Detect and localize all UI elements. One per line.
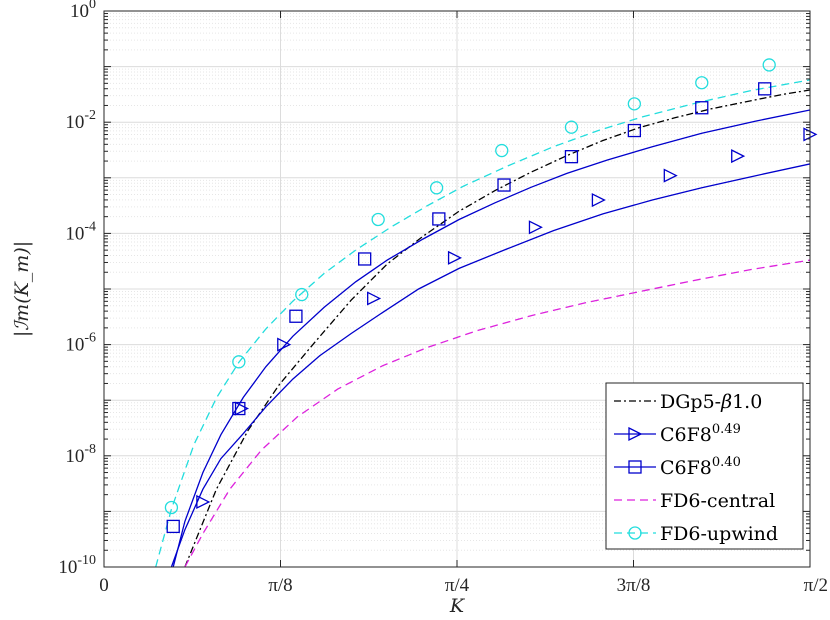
- y-tick-label: 10-8: [65, 442, 96, 467]
- y-axis-label: |ℐm(K_m)|: [11, 241, 33, 337]
- legend-box: [605, 382, 804, 550]
- circle-marker: [762, 58, 776, 72]
- legend-label-4: FD6-upwind: [660, 523, 778, 545]
- triangle-marker: [196, 494, 211, 509]
- triangle-marker: [628, 426, 643, 442]
- series-layer: [155, 79, 810, 567]
- square-marker: [564, 150, 579, 164]
- legend-label-3: FD6-central: [660, 490, 775, 512]
- square-marker: [628, 460, 642, 474]
- circle-marker: [429, 181, 444, 195]
- y-tick-label: 10-2: [65, 108, 96, 133]
- circle-marker: [628, 526, 642, 540]
- triangle-marker: [591, 192, 606, 208]
- series-line-2: [172, 109, 810, 567]
- circle-marker: [495, 143, 509, 158]
- axis-labels: K |ℐm(K_m)|: [11, 241, 466, 617]
- square-marker: [432, 212, 446, 226]
- legend-label-2: C6F80.40: [660, 455, 741, 479]
- marker-layer: [164, 58, 818, 534]
- y-tick-label: 10-10: [58, 553, 96, 578]
- triangle-marker: [663, 168, 678, 183]
- ticks: 100 10-2 10-4 10-6 10-8 10-100 π/8 π/4 3π/8 π/2: [58, 0, 828, 596]
- circle-marker: [164, 500, 179, 515]
- x-tick-label: 0: [99, 575, 109, 596]
- series-line-3: [184, 259, 810, 567]
- triangle-marker: [528, 220, 543, 235]
- circle-marker: [564, 120, 579, 134]
- x-tick-label: π/4: [445, 575, 470, 596]
- circle-marker: [232, 355, 246, 369]
- y-tick-label: 10-6: [65, 331, 96, 356]
- x-axis-label: K: [449, 595, 466, 617]
- x-tick-label: 3π/8: [617, 575, 651, 596]
- x-tick-label: π/8: [268, 575, 292, 596]
- circle-marker: [295, 287, 309, 302]
- square-marker: [166, 519, 180, 534]
- circle-marker: [695, 76, 709, 90]
- triangle-marker: [447, 250, 463, 265]
- circle-marker: [371, 212, 385, 227]
- square-marker: [695, 101, 709, 115]
- series-line-4: [155, 79, 810, 567]
- square-marker: [627, 123, 642, 138]
- square-marker: [758, 82, 772, 96]
- y-tick-label: 10-4: [65, 219, 96, 244]
- series-line-1: [170, 163, 810, 567]
- square-marker: [232, 401, 246, 416]
- triangle-marker: [367, 291, 382, 306]
- square-marker: [358, 252, 372, 266]
- square-marker: [289, 309, 303, 323]
- legend: DGp5-β1.0 C6F80.49 C6F80.40 FD6-central FD6-…: [605, 382, 804, 550]
- legend-label-1: C6F80.49: [660, 422, 741, 446]
- triangle-marker: [277, 337, 292, 352]
- series-line-0: [184, 89, 810, 567]
- y-tick-label: 100: [70, 0, 96, 22]
- circle-marker: [627, 97, 642, 111]
- x-tick-label: π/2: [804, 575, 828, 596]
- square-marker: [497, 178, 511, 192]
- legend-label-0: DGp5-β1.0: [660, 391, 762, 413]
- triangle-marker: [234, 401, 249, 416]
- triangle-marker: [731, 149, 746, 164]
